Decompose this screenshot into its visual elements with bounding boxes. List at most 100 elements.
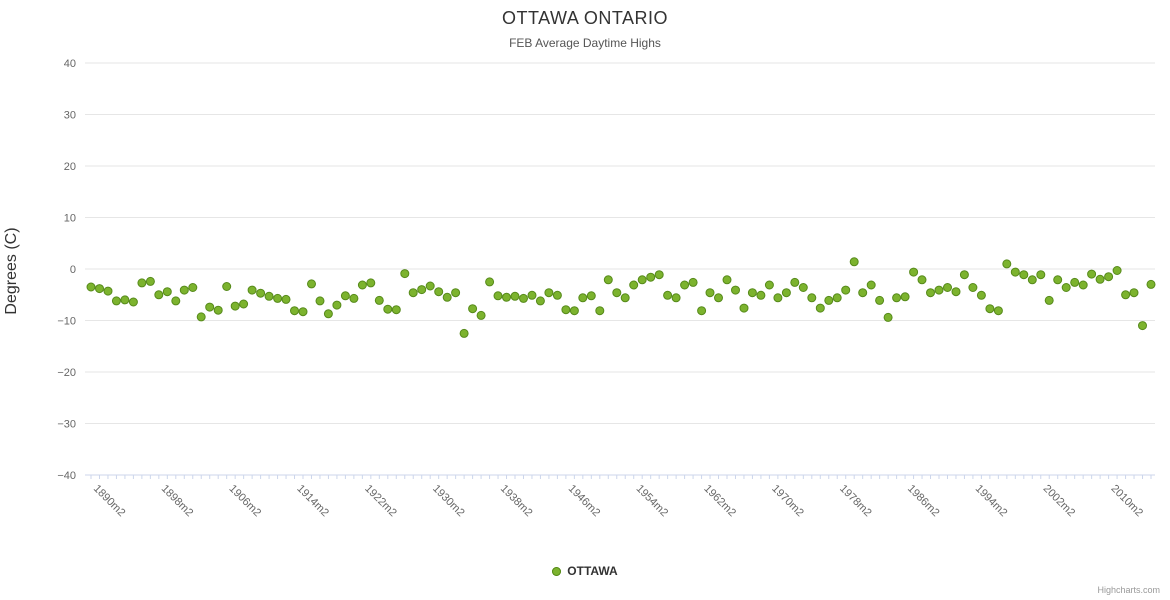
data-point[interactable] <box>714 293 723 303</box>
data-point[interactable] <box>959 270 969 280</box>
data-point[interactable] <box>646 272 656 282</box>
data-point[interactable] <box>731 285 740 295</box>
data-point[interactable] <box>993 306 1003 316</box>
data-point[interactable] <box>739 303 749 313</box>
data-point[interactable] <box>273 293 283 303</box>
data-point[interactable] <box>137 278 147 288</box>
data-point[interactable] <box>1044 295 1054 305</box>
data-point[interactable] <box>535 296 545 306</box>
data-point[interactable] <box>179 285 189 295</box>
data-point[interactable] <box>1095 274 1105 284</box>
data-point[interactable] <box>968 283 978 292</box>
data-point[interactable] <box>781 288 791 298</box>
data-point[interactable] <box>247 285 257 295</box>
data-point[interactable] <box>264 291 274 301</box>
data-point[interactable] <box>976 290 986 300</box>
data-point[interactable] <box>926 288 935 298</box>
data-point[interactable] <box>612 288 622 298</box>
data-point[interactable] <box>688 277 698 287</box>
data-point[interactable] <box>145 276 155 286</box>
data-point[interactable] <box>213 305 223 315</box>
data-point[interactable] <box>883 312 893 322</box>
data-point[interactable] <box>773 293 783 303</box>
data-point[interactable] <box>561 305 571 315</box>
data-point[interactable] <box>86 282 96 292</box>
data-point[interactable] <box>858 288 868 298</box>
data-point[interactable] <box>222 282 232 291</box>
data-point[interactable] <box>985 304 995 314</box>
data-point[interactable] <box>459 328 469 338</box>
data-point[interactable] <box>103 286 113 296</box>
data-point[interactable] <box>671 293 681 303</box>
data-point[interactable] <box>603 275 613 285</box>
data-point[interactable] <box>663 290 673 300</box>
data-point[interactable] <box>154 290 164 300</box>
data-point[interactable] <box>111 296 121 306</box>
data-point[interactable] <box>654 270 664 280</box>
data-point[interactable] <box>281 294 291 304</box>
data-point[interactable] <box>917 275 927 285</box>
data-point[interactable] <box>196 312 206 322</box>
data-point[interactable] <box>1112 266 1122 275</box>
data-point[interactable] <box>315 296 325 306</box>
data-point[interactable] <box>408 288 418 298</box>
data-point[interactable] <box>298 307 308 317</box>
data-point[interactable] <box>332 300 342 310</box>
data-point[interactable] <box>544 288 554 298</box>
data-point[interactable] <box>205 302 215 312</box>
data-point[interactable] <box>620 293 630 303</box>
data-point[interactable] <box>1002 259 1012 269</box>
data-point[interactable] <box>527 290 537 300</box>
data-point[interactable] <box>866 280 876 290</box>
data-point[interactable] <box>790 277 800 287</box>
data-point[interactable] <box>349 293 359 303</box>
data-point[interactable] <box>1027 275 1037 285</box>
data-point[interactable] <box>188 283 198 292</box>
data-point[interactable] <box>934 285 944 295</box>
data-point[interactable] <box>722 275 732 285</box>
data-point[interactable] <box>705 288 715 298</box>
data-point[interactable] <box>1146 279 1156 289</box>
data-point[interactable] <box>340 291 350 301</box>
data-point[interactable] <box>493 291 503 301</box>
data-point[interactable] <box>1138 321 1147 331</box>
data-point[interactable] <box>849 257 859 267</box>
data-point[interactable] <box>323 309 333 319</box>
data-point[interactable] <box>798 283 808 292</box>
data-point[interactable] <box>468 304 478 314</box>
data-point[interactable] <box>290 306 299 316</box>
data-point[interactable] <box>900 292 910 302</box>
data-point[interactable] <box>1010 267 1020 277</box>
data-point[interactable] <box>1053 275 1063 285</box>
data-point[interactable] <box>951 287 961 297</box>
data-point[interactable] <box>569 306 579 316</box>
data-point[interactable] <box>841 285 851 295</box>
data-point[interactable] <box>1121 290 1131 300</box>
data-point[interactable] <box>451 288 461 298</box>
data-point[interactable] <box>1061 283 1071 292</box>
data-point[interactable] <box>909 267 919 277</box>
highcharts-credit-link[interactable]: Highcharts.com <box>1097 585 1160 595</box>
data-point[interactable] <box>1087 269 1097 279</box>
data-point[interactable] <box>815 303 825 313</box>
data-point[interactable] <box>510 291 520 301</box>
data-point[interactable] <box>425 281 435 291</box>
data-point[interactable] <box>1129 288 1139 298</box>
data-point[interactable] <box>485 277 495 287</box>
data-point[interactable] <box>764 280 774 290</box>
data-point[interactable] <box>502 292 511 302</box>
data-point[interactable] <box>680 280 690 290</box>
data-point[interactable] <box>357 280 367 290</box>
data-point[interactable] <box>434 287 444 297</box>
data-point[interactable] <box>307 279 316 289</box>
data-point[interactable] <box>943 283 952 292</box>
data-point[interactable] <box>747 288 757 298</box>
data-point[interactable] <box>629 280 639 290</box>
data-point[interactable] <box>162 287 172 297</box>
data-point[interactable] <box>442 292 452 302</box>
data-point[interactable] <box>366 278 376 288</box>
data-point[interactable] <box>832 293 842 303</box>
data-point[interactable] <box>824 295 834 305</box>
data-point[interactable] <box>1104 272 1114 282</box>
data-point[interactable] <box>756 290 766 300</box>
